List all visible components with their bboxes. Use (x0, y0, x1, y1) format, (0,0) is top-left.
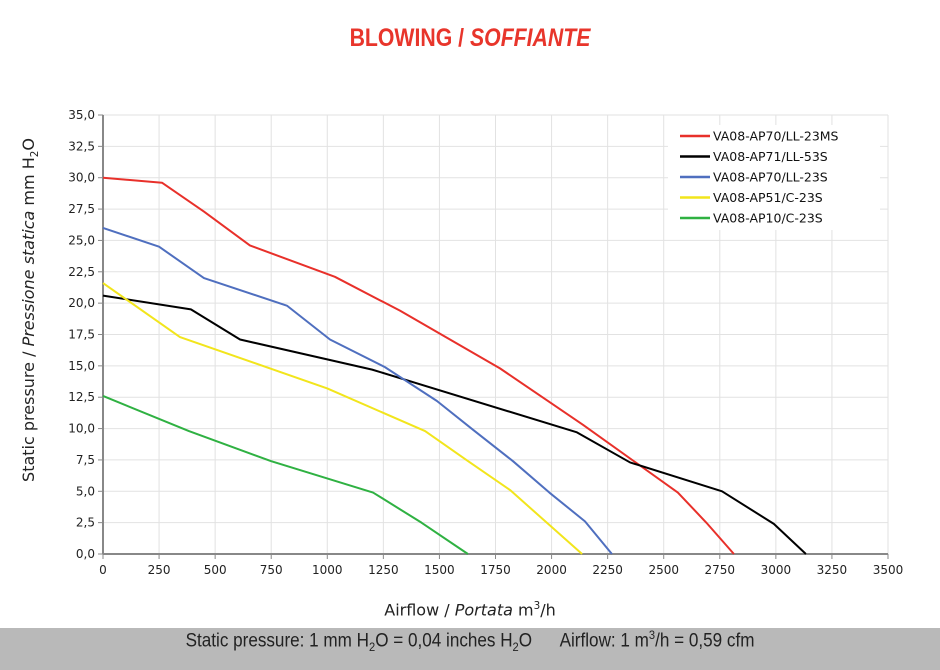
y-tick-label: 12,5 (68, 390, 95, 404)
x-tick-label: 250 (148, 563, 171, 577)
x-axis-label: Airflow / Portata m3/h (0, 600, 940, 619)
ylabel-sub: 2 (29, 150, 42, 158)
series-line-va08-ap71-ll-53s (102, 294, 807, 555)
legend-label: VA08-AP51/C-23S (713, 190, 823, 205)
chart: 0 250 500 750 1000 1250 1500 1750 2000 2250 2500 27… (68, 108, 904, 577)
xlabel-main: Airflow / (384, 600, 455, 620)
x-tick-label: 1000 (312, 563, 343, 577)
series-line-va08-ap70-ll-23ms (102, 176, 735, 555)
x-tick-label: 1750 (480, 563, 511, 577)
xlabel-sup: 3 (533, 600, 541, 612)
legend-label: VA08-AP70/LL-23S (713, 170, 828, 185)
ylabel-unit: mm H (18, 157, 38, 211)
y-tick-label: 25,0 (68, 233, 95, 247)
y-tick-label: 27,5 (68, 202, 95, 216)
legend-label: VA08-AP70/LL-23MS (713, 129, 839, 144)
y-tick-label: 20,0 (68, 296, 95, 310)
x-tick-label: 3250 (817, 563, 848, 577)
series-line-va08-ap70-ll-23s (102, 226, 613, 555)
x-tick-label: 2000 (536, 563, 567, 577)
footer-f: 3 (648, 628, 656, 642)
y-tick-label: 32,5 (68, 139, 95, 153)
y-tick-label: 30,0 (68, 171, 95, 185)
x-tick-label: 3000 (761, 563, 792, 577)
conversion-footer: Static pressure: 1 mm H2O = 0,04 inches … (0, 628, 940, 670)
legend-label: VA08-AP10/C-23S (713, 211, 823, 226)
footer-e: O Airflow: 1 m (518, 630, 649, 652)
xlabel-unit2: /h (540, 600, 556, 620)
x-tick-label: 2750 (705, 563, 736, 577)
ylabel-main: Static pressure / (18, 346, 38, 482)
xlabel-unit: m (512, 600, 534, 620)
xlabel-italic: Portata (454, 600, 513, 620)
ylabel-italic: Pressione statica (18, 210, 38, 347)
series-line-va08-ap51-c-23s (102, 282, 583, 555)
footer-d: 2 (512, 640, 519, 655)
footer-g: /h = 0,59 cfm (655, 630, 755, 652)
y-tick-label: 35,0 (68, 108, 95, 122)
footer-b: 2 (368, 640, 376, 655)
title-main: BLOWING / (349, 24, 470, 52)
x-tick-label: 1500 (424, 563, 455, 577)
legend-label: VA08-AP71/LL-53S (713, 149, 828, 164)
x-tick-label: 1250 (368, 563, 399, 577)
y-tick-label: 5,0 (76, 484, 95, 498)
x-tick-label: 2500 (648, 563, 679, 577)
x-tick-label: 3500 (873, 563, 904, 577)
y-tick-label: 10,0 (68, 422, 95, 436)
ylabel-unit2: O (18, 138, 38, 151)
x-tick-label: 0 (99, 563, 107, 577)
y-tick-label: 15,0 (68, 359, 95, 373)
title-italic: SOFFIANTE (469, 24, 591, 52)
series-line-va08-ap10-c-23s (102, 395, 469, 555)
x-tick-label: 750 (260, 563, 283, 577)
x-tick-label: 500 (204, 563, 227, 577)
y-tick-label: 17,5 (68, 328, 95, 342)
footer-c: O = 0,04 inches H (375, 630, 513, 652)
chart-title: BLOWING / SOFFIANTE (71, 24, 870, 53)
y-tick-label: 0,0 (76, 547, 95, 561)
x-tick-label: 2250 (592, 563, 623, 577)
y-tick-label: 22,5 (68, 265, 95, 279)
y-tick-label: 2,5 (76, 516, 95, 530)
y-axis-label: Static pressure / Pressione statica mm H… (19, 138, 41, 482)
y-tick-label: 7,5 (76, 453, 95, 467)
footer-a: Static pressure: 1 mm H (185, 630, 369, 652)
